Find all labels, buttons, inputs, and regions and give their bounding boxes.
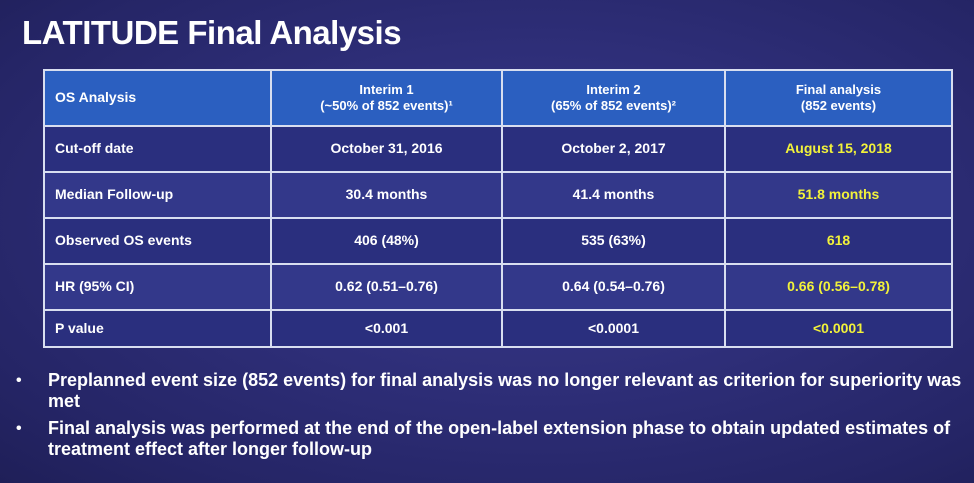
- bullet-text: Final analysis was performed at the end …: [48, 418, 951, 459]
- row-label: Observed OS events: [43, 217, 272, 265]
- cell-interim-1: <0.001: [270, 309, 503, 348]
- cell-interim-1: 0.62 (0.51–0.76): [270, 263, 503, 311]
- bullet-icon: •: [16, 372, 22, 389]
- header-sublabel: (852 events): [800, 98, 877, 113]
- header-label: Interim 2: [586, 81, 641, 97]
- table-row-median-follow-up: Median Follow-up 30.4 months 41.4 months…: [43, 171, 953, 219]
- header-final-analysis: Final analysis (852 events): [724, 69, 953, 127]
- slide-title: LATITUDE Final Analysis: [22, 14, 402, 51]
- header-interim-2: Interim 2 (65% of 852 events)²: [501, 69, 726, 127]
- header-label: Final analysis: [795, 81, 882, 97]
- list-item: • Preplanned event size (852 events) for…: [14, 370, 964, 412]
- cell-final: August 15, 2018: [724, 125, 953, 173]
- bullet-icon: •: [16, 420, 22, 437]
- table-row-hr: HR (95% CI) 0.62 (0.51–0.76) 0.64 (0.54–…: [43, 263, 953, 311]
- header-label: OS Analysis: [55, 89, 137, 106]
- bullet-text: Preplanned event size (852 events) for f…: [48, 370, 962, 411]
- table-row-cutoff-date: Cut-off date October 31, 2016 October 2,…: [43, 125, 953, 173]
- header-sublabel: (~50% of 852 events)¹: [320, 98, 453, 113]
- os-analysis-table: OS Analysis Interim 1 (~50% of 852 event…: [43, 69, 953, 348]
- header-sublabel: (65% of 852 events)²: [551, 98, 676, 113]
- header-interim-1: Interim 1 (~50% of 852 events)¹: [270, 69, 503, 127]
- cell-interim-2: October 2, 2017: [501, 125, 726, 173]
- cell-interim-1: 406 (48%): [270, 217, 503, 265]
- cell-interim-2: <0.0001: [501, 309, 726, 348]
- cell-interim-1: 30.4 months: [270, 171, 503, 219]
- cell-final: 51.8 months: [724, 171, 953, 219]
- row-label: Median Follow-up: [43, 171, 272, 219]
- cell-interim-2: 0.64 (0.54–0.76): [501, 263, 726, 311]
- row-label: P value: [43, 309, 272, 348]
- cell-final: 618: [724, 217, 953, 265]
- cell-interim-2: 535 (63%): [501, 217, 726, 265]
- bullet-list: • Preplanned event size (852 events) for…: [14, 370, 964, 466]
- header-os-analysis: OS Analysis: [43, 69, 272, 127]
- table-row-observed-os-events: Observed OS events 406 (48%) 535 (63%) 6…: [43, 217, 953, 265]
- list-item: • Final analysis was performed at the en…: [14, 418, 964, 460]
- row-label: HR (95% CI): [43, 263, 272, 311]
- cell-interim-2: 41.4 months: [501, 171, 726, 219]
- row-label: Cut-off date: [43, 125, 272, 173]
- table-row-p-value: P value <0.001 <0.0001 <0.0001: [43, 309, 953, 348]
- cell-interim-1: October 31, 2016: [270, 125, 503, 173]
- header-label: Interim 1: [359, 81, 414, 97]
- table-header-row: OS Analysis Interim 1 (~50% of 852 event…: [43, 69, 953, 127]
- cell-final: 0.66 (0.56–0.78): [724, 263, 953, 311]
- cell-final: <0.0001: [724, 309, 953, 348]
